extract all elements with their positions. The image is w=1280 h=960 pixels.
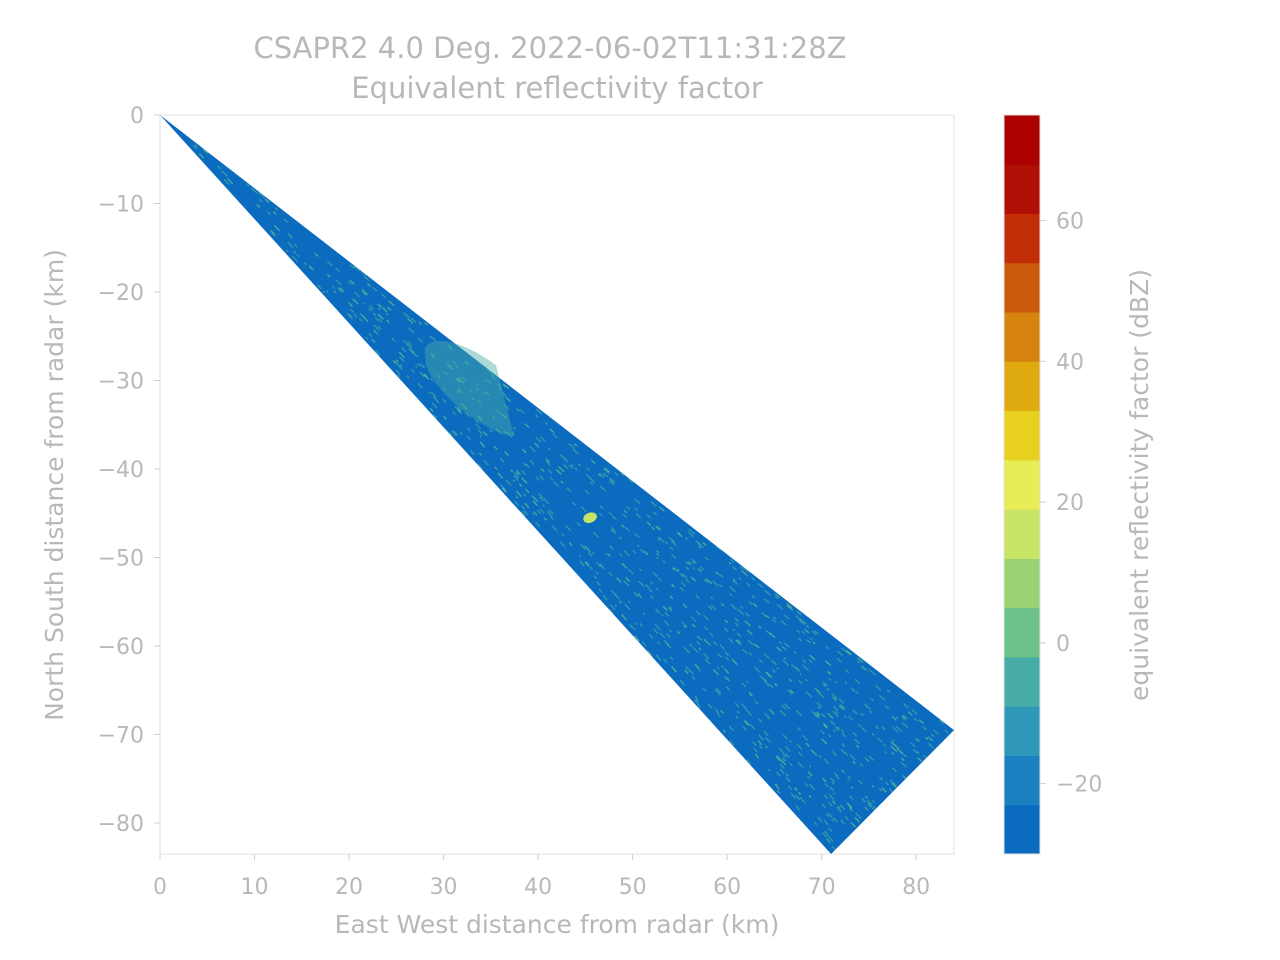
y-tick-label: −20 bbox=[98, 281, 144, 306]
colorbar-segment bbox=[1004, 262, 1040, 313]
colorbar-tick-label: 0 bbox=[1056, 632, 1070, 657]
y-tick-label: −80 bbox=[98, 812, 144, 837]
colorbar-segment bbox=[1004, 410, 1040, 461]
colorbar-segment bbox=[1004, 706, 1040, 756]
x-tick-label: 20 bbox=[335, 875, 363, 900]
x-tick-label: 70 bbox=[808, 875, 836, 900]
colorbar-segment bbox=[1004, 115, 1040, 165]
x-tick-label: 0 bbox=[153, 875, 167, 900]
echo-speckle bbox=[192, 144, 954, 853]
colorbar-frame bbox=[1003, 114, 1041, 855]
y-tick-label: −10 bbox=[98, 193, 144, 218]
chart-subtitle: Equivalent reflectivity factor bbox=[351, 71, 763, 105]
plot-frame bbox=[159, 114, 955, 855]
y-tick-label: −30 bbox=[98, 370, 144, 395]
colorbar-segment bbox=[1004, 459, 1040, 510]
colorbar-segment bbox=[1004, 312, 1040, 362]
colorbar-segment bbox=[1004, 213, 1040, 264]
x-axis-label: East West distance from radar (km) bbox=[335, 910, 780, 939]
data-layer bbox=[160, 115, 954, 854]
x-tick-label: 80 bbox=[902, 875, 930, 900]
x-tick-label: 50 bbox=[619, 875, 647, 900]
x-tick-label: 30 bbox=[430, 875, 458, 900]
colorbar-segment bbox=[1004, 607, 1040, 658]
y-tick-label: −60 bbox=[98, 635, 144, 660]
chart-title: CSAPR2 4.0 Deg. 2022-06-02T11:31:28Z bbox=[253, 31, 846, 65]
y-axis-label: North South distance from radar (km) bbox=[40, 249, 69, 721]
colorbar-segment bbox=[1004, 656, 1040, 707]
colorbar: 60 40 20 0 −20 bbox=[1003, 114, 1102, 855]
x-tick-label: 10 bbox=[241, 875, 269, 900]
strong-echo-spot bbox=[583, 512, 597, 523]
x-tick-label: 40 bbox=[524, 875, 552, 900]
colorbar-tick-label: −20 bbox=[1056, 773, 1102, 798]
y-axis-ticks: 0 −10 −20 −30 −40 −50 −60 −70 −80 bbox=[98, 104, 160, 837]
colorbar-segment bbox=[1004, 509, 1040, 559]
y-tick-label: −50 bbox=[98, 547, 144, 572]
colorbar-tick-label: 40 bbox=[1056, 350, 1084, 375]
colorbar-segment bbox=[1004, 804, 1040, 855]
colorbar-label: equivalent reflectivity factor (dBZ) bbox=[1125, 269, 1154, 701]
x-axis-ticks: 0 10 20 30 40 50 60 70 80 bbox=[153, 854, 930, 900]
colorbar-segment bbox=[1004, 361, 1040, 412]
colorbar-segment bbox=[1004, 558, 1040, 609]
y-tick-label: −40 bbox=[98, 458, 144, 483]
colorbar-tick-label: 20 bbox=[1056, 491, 1084, 516]
y-tick-label: −70 bbox=[98, 724, 144, 749]
y-tick-label: 0 bbox=[130, 104, 144, 129]
x-tick-label: 60 bbox=[713, 875, 741, 900]
colorbar-segment bbox=[1004, 755, 1040, 806]
colorbar-segment bbox=[1004, 164, 1040, 215]
colorbar-tick-label: 60 bbox=[1056, 210, 1084, 235]
